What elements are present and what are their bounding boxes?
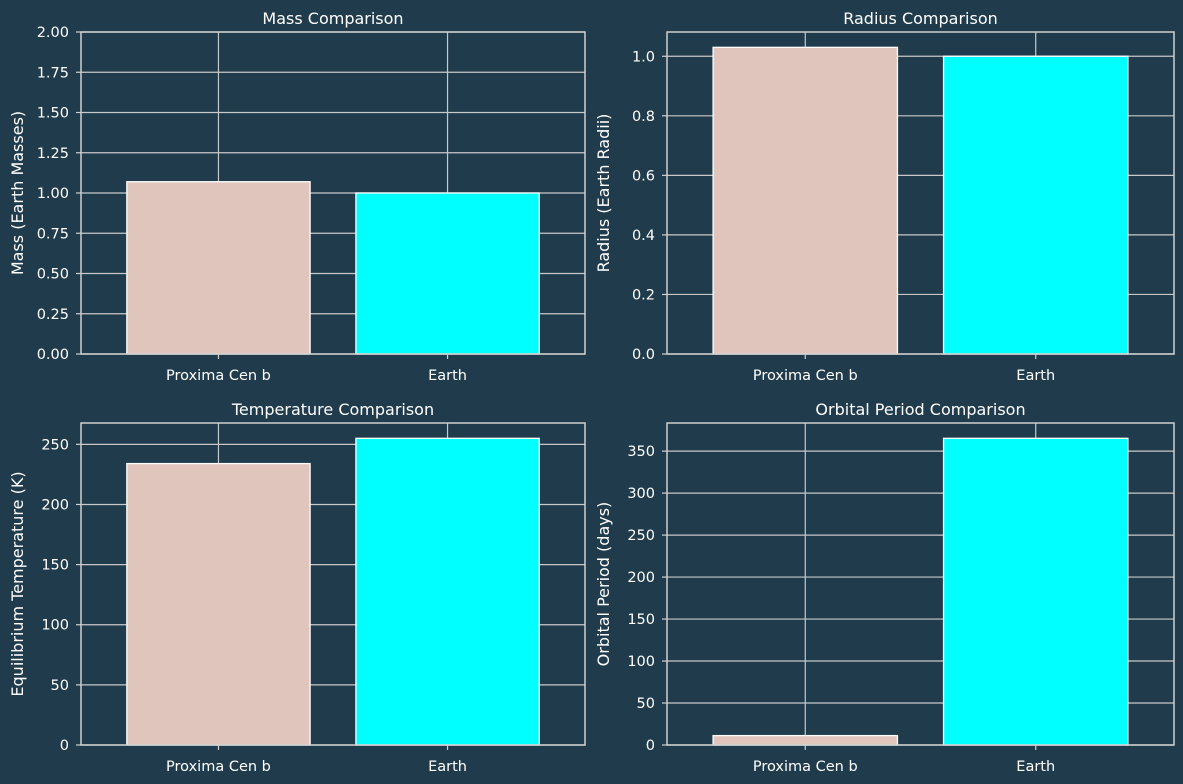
orbital-period-ytick-label: 0 xyxy=(646,738,655,754)
mass-xtick-label: Earth xyxy=(428,368,467,384)
radius-ytick-label: 1.0 xyxy=(632,49,655,65)
mass-ytick-label: 0.25 xyxy=(37,307,69,323)
radius-bar-earth xyxy=(942,55,1129,355)
orbital-period-xtick-label: Earth xyxy=(1016,759,1055,775)
orbital-period-ytick-label: 350 xyxy=(627,444,655,460)
radius-xtick-label: Earth xyxy=(1016,368,1055,384)
temperature-ytick-label: 200 xyxy=(41,497,69,513)
radius-chart: 0.0 0.2 0.4 0.6 0.8 1.0 Proxima Cen b Earth Radi… xyxy=(594,9,1175,384)
mass-ytick-label: 1.00 xyxy=(37,186,69,202)
orbital-period-bar-proxima xyxy=(712,734,899,746)
radius-plot-frame xyxy=(666,31,1175,355)
mass-bar-proxima xyxy=(126,181,311,355)
radius-title: Radius Comparison xyxy=(843,9,998,28)
orbital-period-plot-frame xyxy=(666,422,1175,746)
mass-ytick-label: 1.50 xyxy=(37,106,69,122)
mass-ytick-label: 0.75 xyxy=(37,226,69,242)
temperature-plot-frame xyxy=(80,422,586,746)
mass-chart: 0.00 0.25 0.50 0.75 1.00 1.25 1.50 1.75 2.00 Prox… xyxy=(8,9,586,384)
mass-xtick-label: Proxima Cen b xyxy=(166,368,271,384)
temperature-bar-proxima xyxy=(126,462,311,746)
mass-ytick-label: 0.00 xyxy=(37,347,69,363)
radius-ytick-label: 0.2 xyxy=(632,287,655,303)
temperature-bar-earth xyxy=(355,437,540,746)
orbital-period-ytick-label: 100 xyxy=(627,654,655,670)
mass-ytick-label: 0.50 xyxy=(37,267,69,283)
temperature-ytick-label: 0 xyxy=(60,738,69,754)
temperature-xtick-label: Earth xyxy=(428,759,467,775)
radius-ylabel: Radius (Earth Radii) xyxy=(594,114,613,273)
orbital-period-bar-earth xyxy=(942,437,1129,746)
radius-ytick-label: 0.8 xyxy=(632,109,655,125)
orbital-period-ylabel: Orbital Period (days) xyxy=(594,502,613,667)
temperature-ytick-label: 50 xyxy=(51,678,69,694)
radius-ytick-label: 0.6 xyxy=(632,168,655,184)
orbital-period-ytick-label: 200 xyxy=(627,570,655,586)
mass-title: Mass Comparison xyxy=(262,9,403,28)
mass-ylabel: Mass (Earth Masses) xyxy=(8,111,27,275)
temperature-ytick-label: 250 xyxy=(41,437,69,453)
temperature-xtick-label: Proxima Cen b xyxy=(166,759,271,775)
temperature-ylabel: Equilibrium Temperature (K) xyxy=(8,471,27,696)
radius-ytick-label: 0.0 xyxy=(632,347,655,363)
mass-bar-earth xyxy=(355,192,540,355)
temperature-ytick-label: 150 xyxy=(41,558,69,574)
orbital-period-xtick-label: Proxima Cen b xyxy=(753,759,858,775)
orbital-period-chart: 0 50 100 150 200 250 300 350 Proxima Cen b Earth O… xyxy=(594,400,1175,775)
orbital-period-title: Orbital Period Comparison xyxy=(815,400,1025,419)
orbital-period-ytick-label: 250 xyxy=(627,528,655,544)
mass-ytick-label: 1.25 xyxy=(37,146,69,162)
mass-ytick-label: 1.75 xyxy=(37,65,69,81)
mass-ytick-label: 2.00 xyxy=(37,25,69,41)
orbital-period-ytick-label: 50 xyxy=(637,696,655,712)
temperature-ytick-label: 100 xyxy=(41,618,69,634)
temperature-title: Temperature Comparison xyxy=(231,400,434,419)
radius-bar-proxima xyxy=(712,46,899,355)
orbital-period-ytick-label: 300 xyxy=(627,486,655,502)
temperature-chart: 0 50 100 150 200 250 Proxima Cen b Earth Tempera… xyxy=(8,400,586,775)
orbital-period-ytick-label: 150 xyxy=(627,612,655,628)
radius-xtick-label: Proxima Cen b xyxy=(753,368,858,384)
radius-ytick-label: 0.4 xyxy=(632,228,655,244)
